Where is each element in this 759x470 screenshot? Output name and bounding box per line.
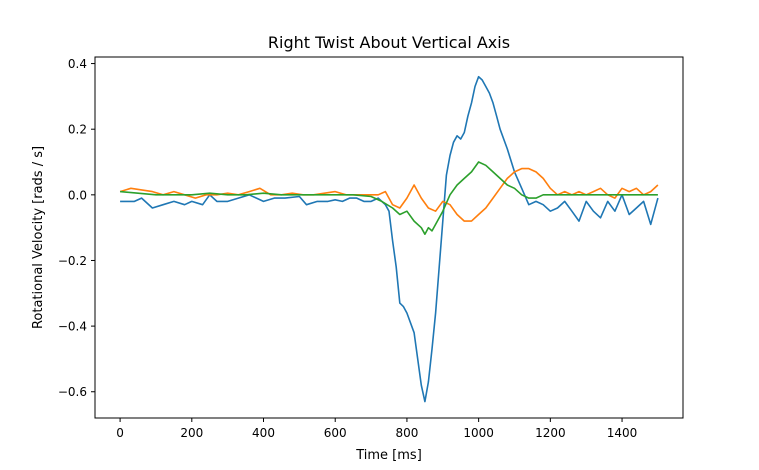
y-axis: 0.4 0.2 0.0 −0.2 −0.4 −0.6 <box>58 57 95 399</box>
x-tick-label: 800 <box>395 426 418 440</box>
x-tick-label: 1000 <box>463 426 494 440</box>
y-tick-label: −0.4 <box>58 320 87 334</box>
y-tick-label: −0.2 <box>58 254 87 268</box>
x-tick-label: 200 <box>180 426 203 440</box>
series-layer <box>119 75 659 403</box>
series-line-3 <box>120 161 658 235</box>
x-tick-label: 0 <box>116 426 124 440</box>
x-axis-label: Time [ms] <box>355 448 422 463</box>
y-axis-label: Rotational Velocity [rads / s] <box>31 146 46 329</box>
plot-area-frame <box>94 56 684 419</box>
x-tick-label: 400 <box>252 426 275 440</box>
y-tick-label: −0.6 <box>58 385 87 399</box>
x-tick-label: 600 <box>324 426 347 440</box>
x-tick-label: 1200 <box>535 426 566 440</box>
y-tick-label: 0.0 <box>68 188 87 202</box>
x-tick-label: 1400 <box>607 426 638 440</box>
chart-title: Right Twist About Vertical Axis <box>268 33 510 52</box>
series-line-1 <box>120 75 659 403</box>
x-axis: 0 200 400 600 800 1000 1200 1400 <box>116 418 637 440</box>
y-tick-label: 0.2 <box>68 123 87 137</box>
y-tick-label: 0.4 <box>68 57 87 71</box>
